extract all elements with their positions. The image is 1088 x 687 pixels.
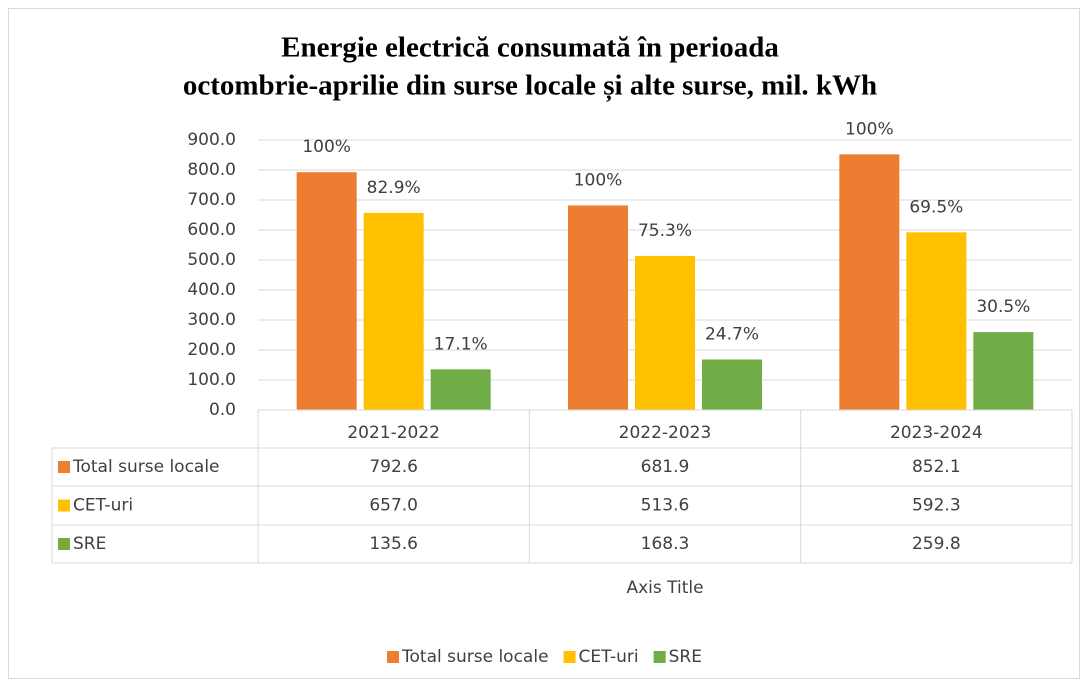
legend-label: Total surse locale	[401, 647, 549, 667]
legend-key	[653, 651, 666, 663]
bar	[430, 369, 491, 410]
chart-border	[8, 8, 1080, 679]
y-tick-label: 0.0	[209, 400, 236, 420]
y-tick-label: 100.0	[187, 370, 236, 390]
data-label: 69.5%	[909, 197, 963, 217]
data-label: 30.5%	[976, 297, 1030, 317]
table-cell: 657.0	[369, 496, 418, 516]
table-cell: 259.8	[912, 534, 961, 554]
bar	[973, 332, 1034, 410]
table-cell: 592.3	[912, 496, 961, 516]
table-cell: 513.6	[641, 496, 690, 516]
y-tick-label: 900.0	[187, 130, 236, 150]
table-cell: 681.9	[641, 457, 690, 477]
bar	[635, 255, 695, 410]
data-label: 100%	[574, 170, 623, 190]
data-label: 100%	[302, 137, 351, 157]
table-cell: 792.6	[369, 457, 418, 477]
table-cell: 135.6	[369, 534, 418, 554]
chart-title: Energie electrică consumată în perioada	[281, 32, 779, 64]
chart-title: octombrie-aprilie din surse locale și al…	[183, 70, 877, 103]
table-row-label: SRE	[73, 534, 106, 554]
table-cell: 852.1	[912, 457, 961, 477]
bar	[702, 359, 762, 410]
table-row-label: CET-uri	[73, 496, 133, 516]
y-tick-label: 700.0	[187, 190, 236, 210]
legend-key	[387, 651, 400, 663]
y-tick-label: 300.0	[187, 310, 236, 330]
legend-key	[58, 538, 70, 550]
y-tick-label: 500.0	[187, 250, 236, 270]
data-label: 82.9%	[367, 178, 421, 198]
legend-label: SRE	[669, 647, 702, 667]
legend-label: CET-uri	[579, 647, 639, 667]
bar	[906, 232, 967, 410]
x-tick-label: 2022-2023	[619, 423, 712, 443]
x-tick-label: 2021-2022	[347, 423, 440, 443]
table-row-label: Total surse locale	[72, 457, 220, 477]
y-tick-label: 400.0	[187, 280, 236, 300]
bar	[839, 154, 900, 410]
legend-key	[58, 499, 70, 512]
y-tick-label: 200.0	[187, 340, 236, 360]
bar	[363, 212, 424, 410]
data-label: 100%	[845, 119, 894, 139]
legend-key	[58, 461, 70, 473]
bar	[296, 172, 357, 410]
x-tick-label: 2023-2024	[890, 423, 983, 443]
bar	[568, 205, 628, 410]
data-label: 75.3%	[638, 221, 692, 241]
y-tick-label: 800.0	[187, 160, 236, 180]
data-label: 24.7%	[705, 325, 759, 345]
table-cell: 168.3	[641, 534, 690, 554]
x-axis-title: Axis Title	[626, 578, 703, 598]
data-label: 17.1%	[434, 334, 488, 354]
y-tick-label: 600.0	[187, 220, 236, 240]
legend-key	[563, 651, 576, 663]
